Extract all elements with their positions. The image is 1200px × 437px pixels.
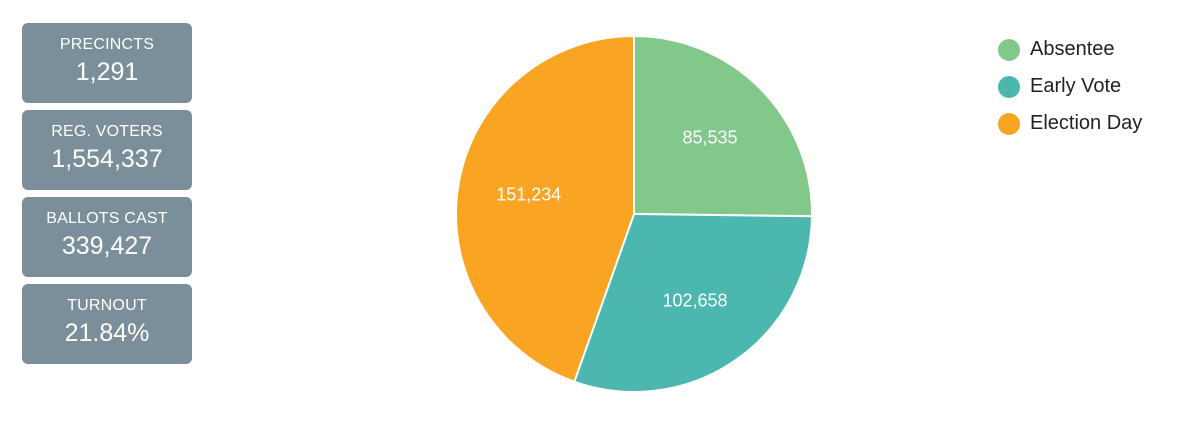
legend-swatch (998, 112, 1020, 135)
stat-label: PRECINCTS (59, 36, 155, 53)
stat-label: BALLOTS CAST (46, 210, 168, 227)
legend-swatch (998, 38, 1020, 61)
stat-value: 1,291 (75, 58, 139, 86)
stat-card-precincts: PRECINCTS 1,291 (22, 23, 192, 103)
pie-slice-election-day[interactable] (455, 34, 635, 383)
legend-label: Absentee (1030, 38, 1115, 60)
slice-value-label: 151,234 (496, 185, 561, 205)
legend-label: Early Vote (1030, 75, 1122, 97)
legend-item-election-day[interactable]: Election Day (998, 105, 1142, 142)
stat-label: REG. VOTERS (51, 123, 163, 140)
stat-label: TURNOUT (67, 297, 147, 314)
stat-value: 339,427 (61, 232, 153, 260)
stat-card-registered-voters: REG. VOTERS 1,554,337 (22, 110, 192, 190)
legend-item-absentee[interactable]: Absentee (998, 31, 1142, 68)
legend-swatch (998, 75, 1020, 98)
stat-card-turnout: TURNOUT 21.84% (22, 284, 192, 364)
stats-panel: PRECINCTS 1,291 REG. VOTERS 1,554,337 BA… (22, 23, 192, 371)
pie-slice-absentee[interactable] (633, 34, 813, 218)
pie-slice-early-vote[interactable] (573, 212, 813, 393)
chart-legend: Absentee Early Vote Election Day (998, 31, 1142, 142)
stat-card-ballots-cast: BALLOTS CAST 339,427 (22, 197, 192, 277)
slice-value-label: 102,658 (662, 290, 727, 310)
legend-item-early-vote[interactable]: Early Vote (998, 68, 1142, 105)
slice-value-label: 85,535 (682, 128, 737, 148)
stat-value: 21.84% (64, 319, 150, 347)
legend-label: Election Day (1030, 112, 1143, 134)
stat-value: 1,554,337 (51, 145, 163, 173)
